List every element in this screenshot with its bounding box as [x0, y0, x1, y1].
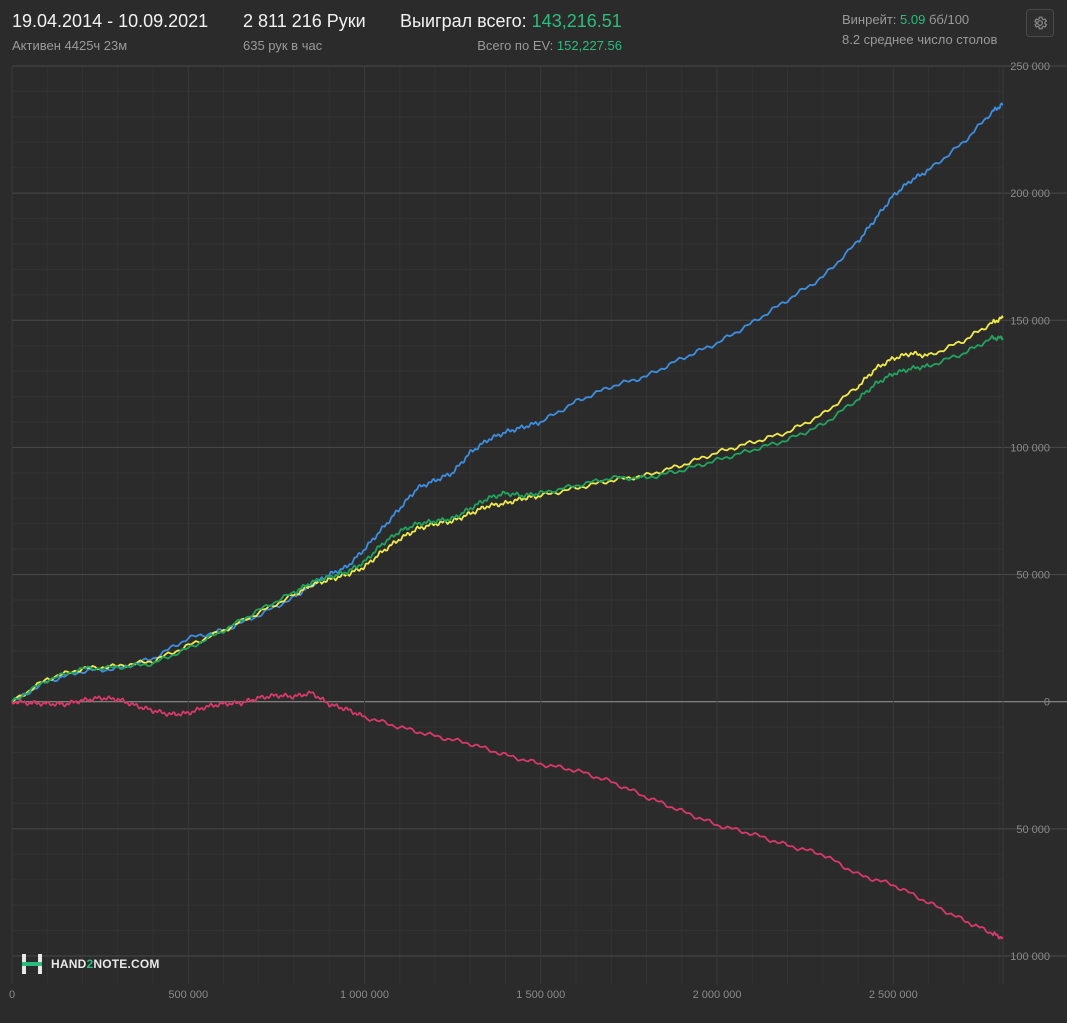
- winrate-block: Винрейт: 5.09 бб/100 8.2 среднее число с…: [842, 12, 997, 47]
- header-bar: 19.04.2014 - 10.09.2021 Активен 4425ч 23…: [0, 0, 1067, 60]
- winnings-block: Выиграл всего: 143,216.51 Всего по EV: 1…: [400, 11, 622, 53]
- x-axis-labels: 0 500 000 1 000 000 1 500 000 2 000 000 2 500…: [9, 989, 918, 1001]
- chart-grid: [11, 65, 1067, 984]
- x-tick-label: 0: [9, 989, 15, 1001]
- hand2note-logo-icon: [22, 954, 42, 974]
- y-tick-label: 200 000: [1010, 188, 1050, 200]
- x-tick-label: 1 000 000: [340, 989, 389, 1001]
- settings-button[interactable]: [1026, 9, 1054, 37]
- x-tick-label: 2 000 000: [693, 989, 742, 1001]
- series-line-3: [11, 690, 1004, 940]
- series-line-1: [11, 315, 1004, 703]
- total-won: Выиграл всего: 143,216.51: [400, 11, 622, 32]
- hand2note-logo: HAND2NOTE.COM: [20, 952, 160, 976]
- hands-per-hour: 635 рук в час: [243, 38, 323, 53]
- date-range-block: 19.04.2014 - 10.09.2021 Активен 4425ч 23…: [12, 11, 208, 53]
- y-tick-label: 100 000: [1010, 442, 1050, 454]
- gear-icon: [1034, 16, 1048, 30]
- y-tick-label: 150 000: [1010, 315, 1050, 327]
- series-line-2: [11, 334, 1004, 703]
- y-tick-label: 0: [1044, 697, 1050, 709]
- winrate: Винрейт: 5.09 бб/100: [842, 12, 997, 27]
- y-axis-labels: 250 000 200 000 150 000 100 000 50 000 0 50 00…: [1010, 61, 1050, 963]
- hand2note-logo-text: HAND2NOTE.COM: [51, 957, 160, 971]
- winrate-label: Винрейт:: [842, 12, 897, 27]
- x-tick-label: 2 500 000: [869, 989, 918, 1001]
- chart-series: [11, 102, 1004, 940]
- y-tick-label: 100 000: [1010, 951, 1050, 963]
- x-tick-label: 1 500 000: [516, 989, 565, 1001]
- total-won-label: Выиграл всего:: [400, 11, 527, 31]
- y-tick-label: 50 000: [1016, 824, 1050, 836]
- series-line-0: [11, 102, 1004, 703]
- ev-total: Всего по EV: 152,227.56: [400, 38, 622, 53]
- y-tick-label: 250 000: [1010, 61, 1050, 73]
- hands-count: 2 811 216 Руки: [243, 11, 366, 31]
- winrate-value: 5.09: [900, 12, 926, 27]
- total-won-value: 143,216.51: [531, 11, 622, 31]
- date-range: 19.04.2014 - 10.09.2021: [12, 11, 209, 31]
- active-time: Активен 4425ч 23м: [12, 38, 128, 53]
- winrate-unit: бб/100: [928, 12, 970, 27]
- hands-block: 2 811 216 Руки 635 рук в час: [243, 11, 366, 53]
- ev-value: 152,227.56: [556, 38, 622, 53]
- ev-label: Всего по EV:: [477, 38, 554, 53]
- avg-tables: 8.2 среднее число столов: [842, 32, 998, 47]
- y-tick-label: 50 000: [1016, 570, 1050, 582]
- x-tick-label: 500 000: [168, 989, 208, 1001]
